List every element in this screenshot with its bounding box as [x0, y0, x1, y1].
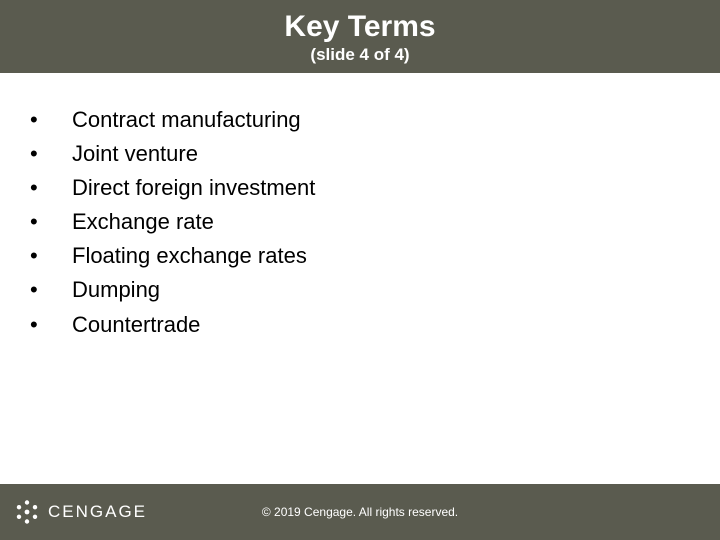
slide-content: • Contract manufacturing • Joint venture…	[0, 73, 720, 342]
list-item: • Dumping	[30, 273, 720, 307]
term-label: Countertrade	[72, 308, 200, 342]
term-list: • Contract manufacturing • Joint venture…	[30, 103, 720, 342]
bullet-icon: •	[30, 308, 72, 342]
list-item: • Floating exchange rates	[30, 239, 720, 273]
list-item: • Contract manufacturing	[30, 103, 720, 137]
list-item: • Joint venture	[30, 137, 720, 171]
list-item: • Countertrade	[30, 308, 720, 342]
slide-footer: CENGAGE © 2019 Cengage. All rights reser…	[0, 484, 720, 540]
term-label: Dumping	[72, 273, 160, 307]
term-label: Contract manufacturing	[72, 103, 301, 137]
list-item: • Exchange rate	[30, 205, 720, 239]
bullet-icon: •	[30, 239, 72, 273]
bullet-icon: •	[30, 103, 72, 137]
bullet-icon: •	[30, 171, 72, 205]
slide-title: Key Terms	[0, 10, 720, 43]
term-label: Joint venture	[72, 137, 198, 171]
bullet-icon: •	[30, 273, 72, 307]
term-label: Floating exchange rates	[72, 239, 307, 273]
term-label: Exchange rate	[72, 205, 214, 239]
brand-name: CENGAGE	[48, 502, 147, 522]
list-item: • Direct foreign investment	[30, 171, 720, 205]
bullet-icon: •	[30, 205, 72, 239]
cengage-asterisk-icon	[14, 499, 40, 525]
slide-subtitle: (slide 4 of 4)	[0, 45, 720, 65]
copyright-text: © 2019 Cengage. All rights reserved.	[262, 505, 458, 519]
brand-logo: CENGAGE	[14, 499, 147, 525]
term-label: Direct foreign investment	[72, 171, 315, 205]
slide-header: Key Terms (slide 4 of 4)	[0, 0, 720, 73]
bullet-icon: •	[30, 137, 72, 171]
